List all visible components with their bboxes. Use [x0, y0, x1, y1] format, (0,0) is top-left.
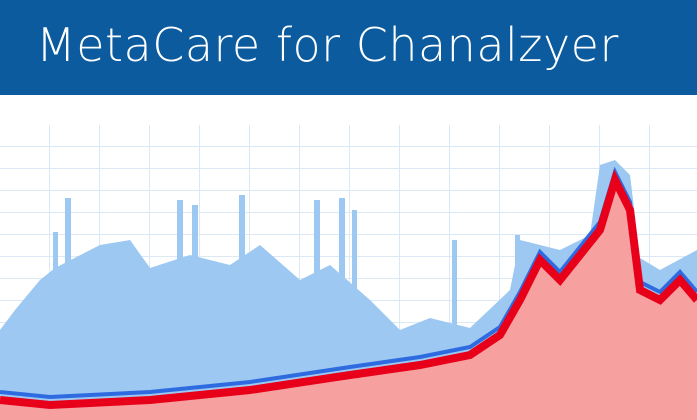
- blue-spike: [53, 232, 58, 342]
- pink-area: [0, 180, 697, 420]
- blue-spike: [65, 198, 71, 348]
- blue-spike: [314, 200, 320, 350]
- blue-spike: [192, 205, 198, 345]
- blue-spike: [339, 198, 345, 348]
- header-title: MetaCare for Chanalzyer: [36, 18, 619, 72]
- header-banner: MetaCare for Chanalzyer: [0, 0, 697, 95]
- blue-spike: [515, 235, 520, 335]
- blue-spike: [452, 240, 457, 350]
- red-edge: [0, 169, 697, 410]
- blue-spike: [177, 200, 183, 340]
- blue-spike: [239, 195, 245, 345]
- blue-spike: [352, 210, 357, 350]
